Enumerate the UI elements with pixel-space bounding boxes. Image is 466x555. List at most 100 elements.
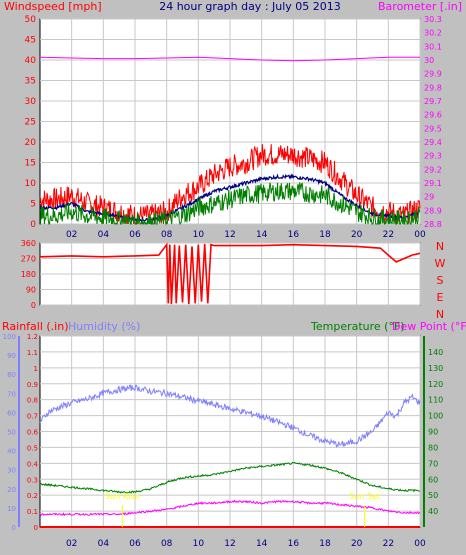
direction-tick-label: 360: [21, 239, 36, 248]
temperature-tick-labels: 40 50 60 70 80 90 100 110 120 130 140: [423, 336, 443, 527]
humidity-tick-label: 20: [7, 486, 16, 494]
humidity-tick-label: 0: [12, 524, 16, 532]
x-tick-label: 00: [414, 539, 426, 549]
windspeed-axis-label: Windspeed [mph]: [4, 0, 102, 13]
temp-hum-rain-x-tick-labels: 02 04 06 08 10 12 14 16 18 20 22 00: [66, 539, 426, 549]
barometer-tick-label: 29.5: [424, 124, 442, 133]
rainfall-tick-labels: 0 0.1 0.2 0.3 0.4 0.5 0.6 0.7 0.8 0.9 1 1.1 1.2: [27, 333, 39, 532]
direction-tick-label: 90: [26, 286, 36, 295]
windspeed-tick-label: 25: [25, 118, 36, 128]
x-tick-label: 20: [351, 539, 363, 549]
rainfall-axis-label: Rainfall (.in): [2, 320, 69, 333]
barometer-tick-label: 30.2: [424, 29, 442, 38]
rainfall-tick-label: 0.2: [27, 492, 38, 500]
temp-hum-rain-grid: [40, 335, 421, 528]
compass-label: N: [436, 308, 444, 321]
x-tick-label: 18: [319, 539, 331, 549]
rainfall-tick-label: 1.1: [27, 349, 38, 357]
temperature-tick-label: 110: [428, 396, 443, 405]
x-tick-label: 18: [319, 230, 331, 240]
temperature-tick-label: 120: [428, 380, 443, 389]
wind-baro-x-tick-labels: 02 04 06 08 10 12 14 16 18 20 22 00: [66, 230, 426, 240]
sun-annotation-label: Sun Set: [349, 492, 380, 501]
humidity-tick-label: 30: [7, 467, 16, 475]
series-direction-line: [39, 242, 421, 305]
x-tick-label: 14: [256, 539, 268, 549]
rainfall-tick-label: 1.2: [27, 333, 38, 341]
series-barometer-line: [39, 56, 420, 62]
chart-title: 24 hour graph day : July 05 2013: [159, 0, 341, 13]
windspeed-tick-label: 30: [25, 97, 37, 107]
rainfall-tick-label: 0.8: [27, 397, 38, 405]
humidity-tick-labels: 0 10 20 30 40 50 60 70 80 90 100: [3, 333, 20, 532]
x-tick-label: 16: [288, 539, 300, 549]
temperature-tick-label: 70: [428, 459, 438, 468]
series-humidity-line: [39, 384, 421, 448]
direction-tick-label: 180: [21, 270, 36, 279]
humidity-tick-label: 80: [7, 371, 16, 379]
barometer-tick-label: 28.9: [424, 206, 442, 215]
x-tick-label: 06: [129, 230, 141, 240]
humidity-tick-label: 50: [7, 429, 16, 437]
temperature-axis-label: Temperature (°F): [310, 320, 405, 333]
x-tick-label: 16: [288, 230, 300, 240]
temperature-tick-label: 140: [428, 348, 443, 357]
rainfall-tick-label: 0.3: [27, 476, 38, 484]
barometer-tick-label: 29.3: [424, 152, 442, 161]
humidity-tick-label: 90: [7, 352, 16, 360]
temperature-tick-label: 130: [428, 364, 443, 373]
x-tick-label: 02: [66, 230, 77, 240]
x-tick-label: 04: [98, 230, 110, 240]
humidity-tick-label: 100: [3, 333, 16, 341]
series-dewpoint-line: [39, 499, 421, 517]
wind-direction-grid: [40, 242, 421, 306]
temp-hum-rain-series: [39, 384, 421, 528]
wind-direction-series: [39, 242, 421, 305]
windspeed-tick-label: 0: [30, 220, 36, 230]
windspeed-tick-label: 5: [30, 200, 36, 210]
barometer-tick-label: 29.9: [424, 70, 442, 79]
x-tick-label: 00: [414, 230, 426, 240]
windspeed-tick-label: 45: [25, 36, 36, 46]
humidity-tick-label: 70: [7, 390, 16, 398]
direction-tick-labels: 0 90 180 270 360: [21, 239, 36, 310]
barometer-tick-label: 29: [424, 193, 434, 202]
direction-tick-label: 0: [31, 301, 36, 310]
windspeed-tick-label: 10: [25, 179, 37, 189]
humidity-axis-label: Humidity (%): [68, 320, 140, 333]
rainfall-tick-label: 0.1: [27, 508, 38, 516]
temperature-tick-label: 100: [428, 412, 443, 421]
barometer-tick-label: 28.8: [424, 220, 442, 229]
barometer-tick-label: 30.1: [424, 42, 442, 51]
humidity-tick-label: 40: [7, 448, 16, 456]
x-tick-label: 08: [161, 230, 173, 240]
temperature-tick-label: 90: [428, 428, 438, 437]
temperature-tick-label: 40: [428, 507, 438, 516]
x-tick-label: 22: [383, 230, 394, 240]
x-tick-label: 22: [383, 539, 394, 549]
rainfall-tick-label: 1: [34, 365, 38, 373]
x-tick-label: 12: [224, 230, 235, 240]
compass-label: N: [436, 240, 444, 253]
compass-label: S: [437, 274, 444, 287]
wind-baro-series: [39, 56, 421, 226]
x-tick-label: 10: [193, 539, 205, 549]
humidity-tick-label: 10: [7, 505, 16, 513]
rainfall-tick-label: 0: [34, 524, 38, 532]
sun-annotation-label: Sun Rise: [105, 492, 140, 501]
x-tick-label: 06: [129, 539, 141, 549]
temperature-tick-label: 80: [428, 443, 438, 452]
barometer-tick-label: 29.2: [424, 165, 442, 174]
temperature-tick-label: 60: [428, 475, 438, 484]
windspeed-tick-label: 40: [25, 56, 37, 66]
barometer-tick-label: 29.8: [424, 83, 442, 92]
temperature-tick-label: 50: [428, 491, 438, 500]
rainfall-tick-label: 0.7: [27, 413, 38, 421]
barometer-tick-label: 29.4: [424, 138, 442, 147]
windspeed-tick-label: 15: [25, 159, 36, 169]
x-tick-label: 02: [66, 539, 77, 549]
compass-label: E: [437, 291, 444, 304]
direction-tick-label: 270: [21, 255, 36, 264]
